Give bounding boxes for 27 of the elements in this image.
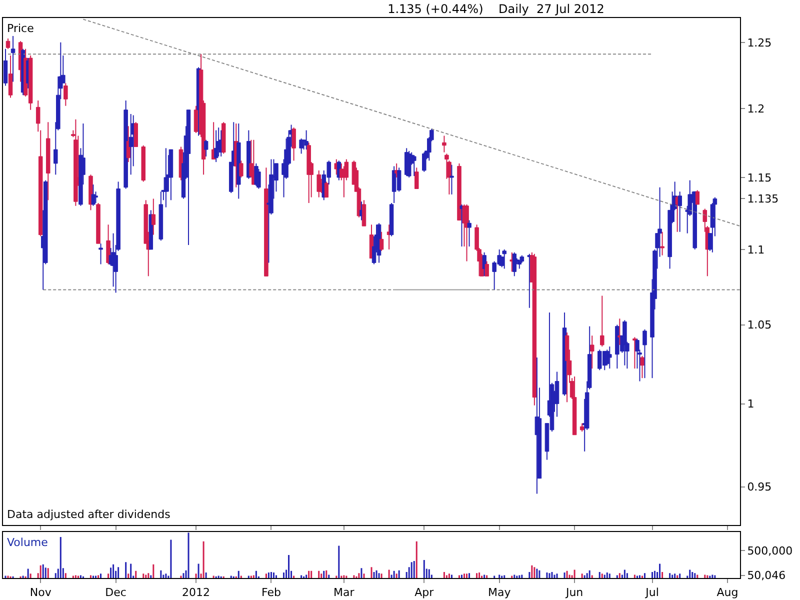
y-axis-title: Price (7, 22, 34, 35)
candlestick (450, 164, 454, 195)
x-tick-label: Nov (30, 586, 52, 600)
candlestick (98, 243, 103, 265)
x-tick-label: May (488, 586, 512, 600)
y-tick-label: 1.15 (747, 171, 772, 184)
x-tick-label: Apr (414, 586, 434, 600)
chart-title: 1.135 (+0.44%) Daily 27 Jul 2012 (388, 2, 604, 16)
annotation: Data adjusted after dividends (7, 508, 171, 521)
x-tick-label: Mar (334, 586, 355, 600)
x-tick-label: Feb (261, 586, 281, 600)
y-tick-label: 1.25 (747, 36, 772, 50)
y-tick-label: 1.1 (747, 243, 765, 256)
x-tick-label: Aug (716, 586, 738, 600)
x-tick-label: Jul (644, 586, 659, 600)
x-tick-label: Jun (564, 586, 584, 600)
y-tick-label: 500,000 (747, 544, 793, 558)
y-axis-title: Volume (7, 536, 48, 549)
y-tick-label: 1.05 (747, 318, 772, 332)
y-tick-label: 1 (747, 398, 754, 411)
y-tick-label: 1.2 (747, 102, 765, 116)
candlestick (660, 231, 664, 256)
x-tick-label: Dec (105, 586, 126, 600)
x-tick-label: 2012 (182, 586, 210, 600)
y-tick-label: 1.135 (747, 192, 779, 206)
y-tick-label: 0.95 (747, 480, 772, 494)
y-tick-label: 50,046 (747, 569, 786, 582)
